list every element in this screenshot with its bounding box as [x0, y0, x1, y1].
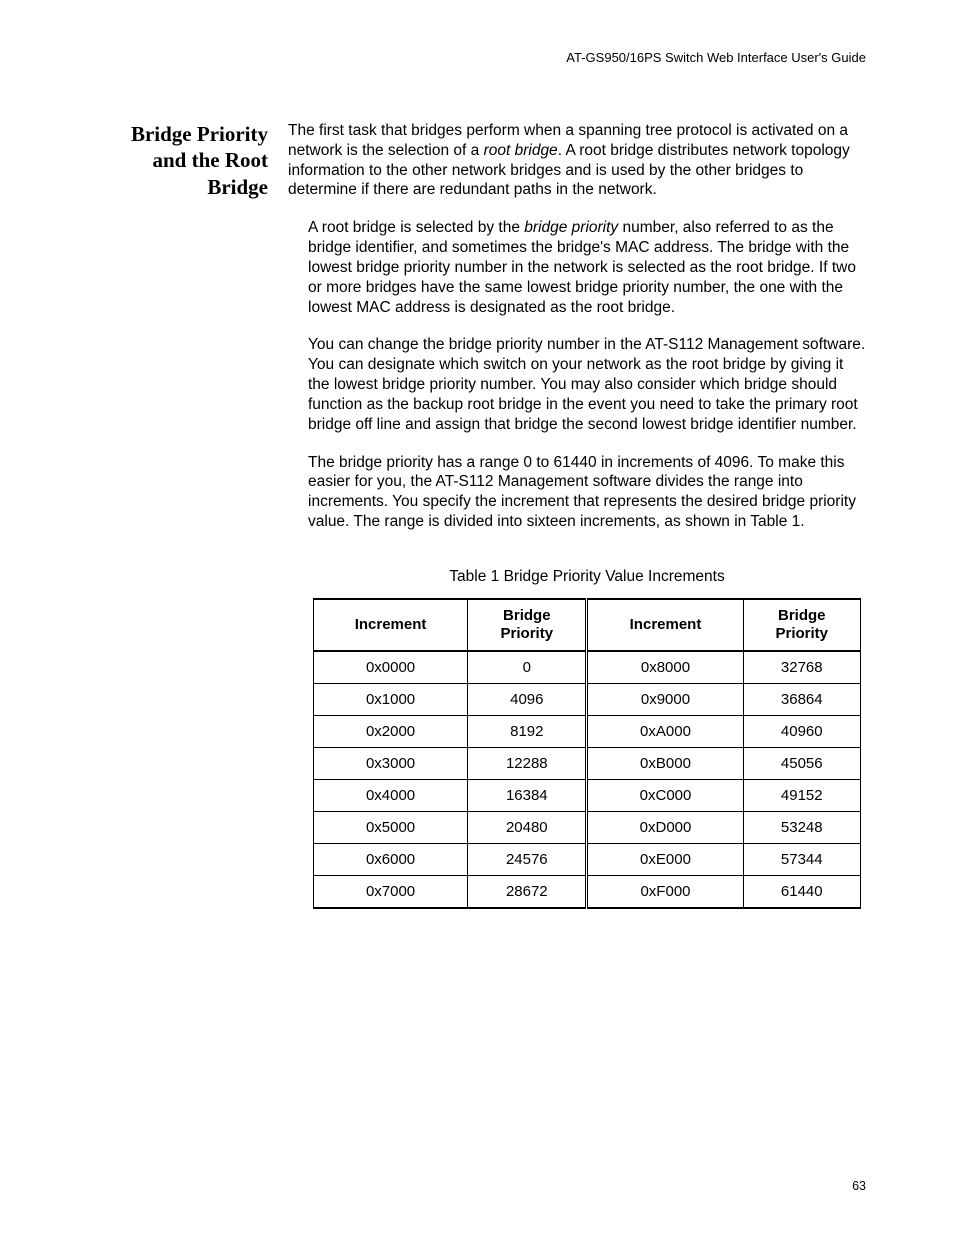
table-row: 0x6000 24576 0xE000 57344 [314, 843, 861, 875]
table-body: 0x0000 0 0x8000 32768 0x1000 4096 0x9000… [314, 651, 861, 908]
cell-bp: 49152 [743, 779, 861, 811]
cell-inc: 0x0000 [314, 651, 468, 684]
cell-inc: 0xD000 [587, 811, 743, 843]
th-increment-1: Increment [314, 599, 468, 651]
cell-bp: 61440 [743, 875, 861, 908]
cell-inc: 0x9000 [587, 683, 743, 715]
paragraph-2: A root bridge is selected by the bridge … [308, 218, 866, 317]
paragraph-1: The first task that bridges perform when… [288, 121, 866, 200]
cell-inc: 0xC000 [587, 779, 743, 811]
cell-inc: 0xA000 [587, 715, 743, 747]
th-bp1-l2: Priority [501, 625, 554, 642]
page-header: AT-GS950/16PS Switch Web Interface User'… [88, 50, 866, 65]
cell-inc: 0xE000 [587, 843, 743, 875]
table-row: 0x1000 4096 0x9000 36864 [314, 683, 861, 715]
th-bridge-priority-2: Bridge Priority [743, 599, 861, 651]
table-row: 0x2000 8192 0xA000 40960 [314, 715, 861, 747]
cell-bp: 16384 [468, 779, 587, 811]
paragraph-3: You can change the bridge priority numbe… [308, 335, 866, 434]
bridge-priority-table: Increment Bridge Priority Increment Brid… [313, 598, 861, 909]
table-row: 0x4000 16384 0xC000 49152 [314, 779, 861, 811]
table-caption: Table 1 Bridge Priority Value Increments [308, 568, 866, 586]
section-heading: Bridge Priority and the Root Bridge [88, 121, 288, 200]
section-row: Bridge Priority and the Root Bridge The … [88, 121, 866, 218]
cell-bp: 12288 [468, 747, 587, 779]
cell-bp: 36864 [743, 683, 861, 715]
table-header-row: Increment Bridge Priority Increment Brid… [314, 599, 861, 651]
cell-bp: 32768 [743, 651, 861, 684]
p2-text-a: A root bridge is selected by the [308, 219, 524, 236]
page-number: 63 [852, 1179, 866, 1193]
cell-bp: 0 [468, 651, 587, 684]
cell-bp: 24576 [468, 843, 587, 875]
th-bridge-priority-1: Bridge Priority [468, 599, 587, 651]
body-column: The first task that bridges perform when… [288, 121, 866, 218]
heading-line-3: Bridge [207, 175, 268, 199]
cell-inc: 0x7000 [314, 875, 468, 908]
paragraph-4: The bridge priority has a range 0 to 614… [308, 453, 866, 532]
cell-inc: 0x3000 [314, 747, 468, 779]
th-increment-2: Increment [587, 599, 743, 651]
cell-inc: 0x6000 [314, 843, 468, 875]
th-bp2-l1: Bridge [778, 607, 826, 624]
cell-bp: 8192 [468, 715, 587, 747]
cell-inc: 0xB000 [587, 747, 743, 779]
document-page: AT-GS950/16PS Switch Web Interface User'… [0, 0, 954, 1235]
cell-bp: 40960 [743, 715, 861, 747]
heading-line-1: Bridge Priority [131, 122, 268, 146]
cell-inc: 0x8000 [587, 651, 743, 684]
cell-inc: 0x4000 [314, 779, 468, 811]
table-row: 0x5000 20480 0xD000 53248 [314, 811, 861, 843]
cell-inc: 0x5000 [314, 811, 468, 843]
th-bp2-l2: Priority [775, 625, 828, 642]
table-row: 0x7000 28672 0xF000 61440 [314, 875, 861, 908]
p2-emphasis: bridge priority [524, 219, 618, 236]
heading-line-2: and the Root [152, 148, 268, 172]
cell-bp: 45056 [743, 747, 861, 779]
cell-bp: 28672 [468, 875, 587, 908]
cell-bp: 4096 [468, 683, 587, 715]
cell-inc: 0xF000 [587, 875, 743, 908]
body-continued: A root bridge is selected by the bridge … [308, 218, 866, 909]
cell-bp: 20480 [468, 811, 587, 843]
cell-inc: 0x2000 [314, 715, 468, 747]
cell-bp: 57344 [743, 843, 861, 875]
cell-bp: 53248 [743, 811, 861, 843]
table-row: 0x0000 0 0x8000 32768 [314, 651, 861, 684]
cell-inc: 0x1000 [314, 683, 468, 715]
th-bp1-l1: Bridge [503, 607, 551, 624]
p1-emphasis: root bridge [484, 142, 558, 159]
table-row: 0x3000 12288 0xB000 45056 [314, 747, 861, 779]
